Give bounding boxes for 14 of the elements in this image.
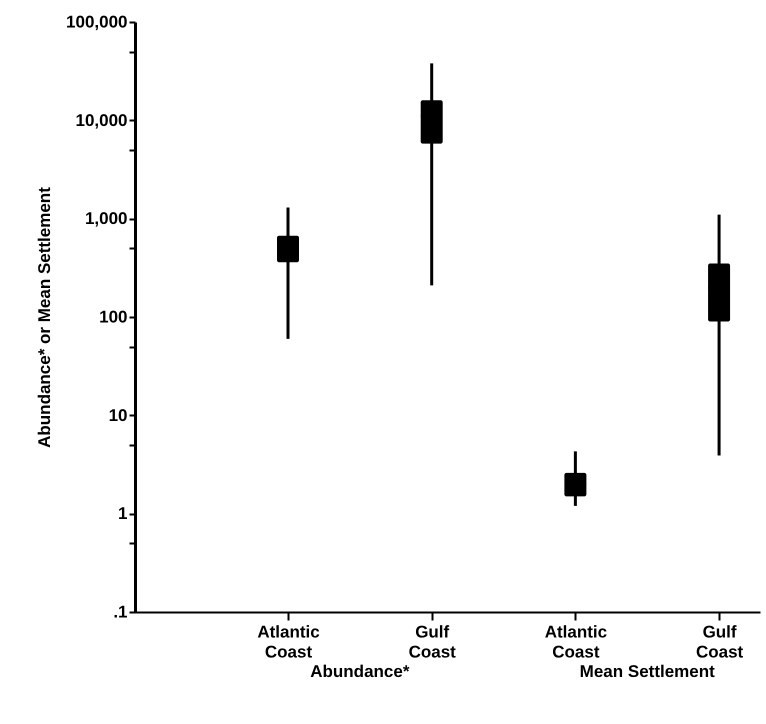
y-tick-label: .1 [113,602,128,622]
y-tick-label: 10 [108,406,128,425]
y-tick-label: 1,000 [84,209,128,228]
text: Mean Settlement [580,662,716,681]
text: Abundance* [310,662,410,681]
y-tick-label: 10,000 [76,110,128,130]
x-tick-label: Atlantic Coast [257,622,320,662]
y-axis-title: Abundance* or Mean Settlement [35,186,54,448]
x-tick-label: Gulf Coast [696,622,744,662]
x-tick-label: Atlantic Coast [544,622,608,662]
x-tick-label: Gulf Coast [408,622,456,662]
y-tick-label: 100,000 [66,12,128,32]
y-tick-label: 1 [118,504,128,524]
y-tick-label: 100 [99,308,128,326]
